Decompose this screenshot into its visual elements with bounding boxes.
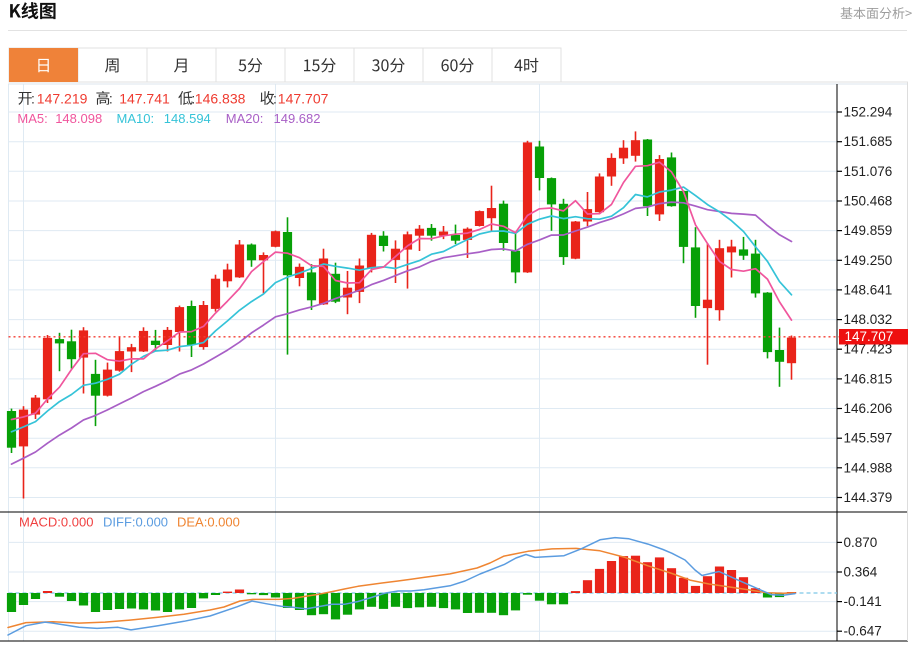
- svg-text:MA20:: MA20:: [226, 111, 264, 126]
- svg-text:144.379: 144.379: [844, 490, 893, 505]
- svg-text:147.741: 147.741: [119, 91, 170, 107]
- svg-text:0.364: 0.364: [844, 565, 878, 580]
- svg-text:147.707: 147.707: [278, 91, 329, 107]
- svg-text:MA5:: MA5:: [17, 111, 47, 126]
- svg-text:149.859: 149.859: [844, 223, 893, 238]
- svg-text:146.838: 146.838: [195, 91, 246, 107]
- svg-text:149.250: 149.250: [844, 253, 893, 268]
- svg-text:-0.141: -0.141: [844, 594, 882, 609]
- svg-text:148.098: 148.098: [55, 111, 102, 126]
- svg-text::: :: [191, 91, 195, 107]
- svg-text:146.815: 146.815: [844, 371, 893, 386]
- svg-text:145.597: 145.597: [844, 431, 893, 446]
- svg-text:152.294: 152.294: [844, 105, 893, 120]
- svg-text:DEA:0.000: DEA:0.000: [177, 515, 240, 530]
- svg-text:147.423: 147.423: [844, 342, 893, 357]
- svg-text:DIFF:0.000: DIFF:0.000: [103, 515, 168, 530]
- svg-text:147.219: 147.219: [37, 91, 88, 107]
- svg-text::: :: [273, 91, 277, 107]
- svg-text:150.468: 150.468: [844, 194, 893, 209]
- svg-text:147.707: 147.707: [845, 329, 894, 344]
- svg-text:144.988: 144.988: [844, 460, 893, 475]
- svg-text:MA10:: MA10:: [117, 111, 155, 126]
- svg-text::: :: [31, 91, 35, 107]
- svg-text:148.641: 148.641: [844, 282, 893, 297]
- svg-text:151.076: 151.076: [844, 164, 893, 179]
- svg-text:146.206: 146.206: [844, 401, 893, 416]
- svg-text:148.594: 148.594: [164, 111, 211, 126]
- svg-text:MACD:0.000: MACD:0.000: [19, 515, 93, 530]
- svg-text:148.032: 148.032: [844, 312, 893, 327]
- svg-text:149.682: 149.682: [274, 111, 321, 126]
- svg-text::: :: [109, 91, 113, 107]
- svg-text:151.685: 151.685: [844, 134, 893, 149]
- svg-text:0.870: 0.870: [844, 535, 878, 550]
- svg-text:-0.647: -0.647: [844, 624, 882, 639]
